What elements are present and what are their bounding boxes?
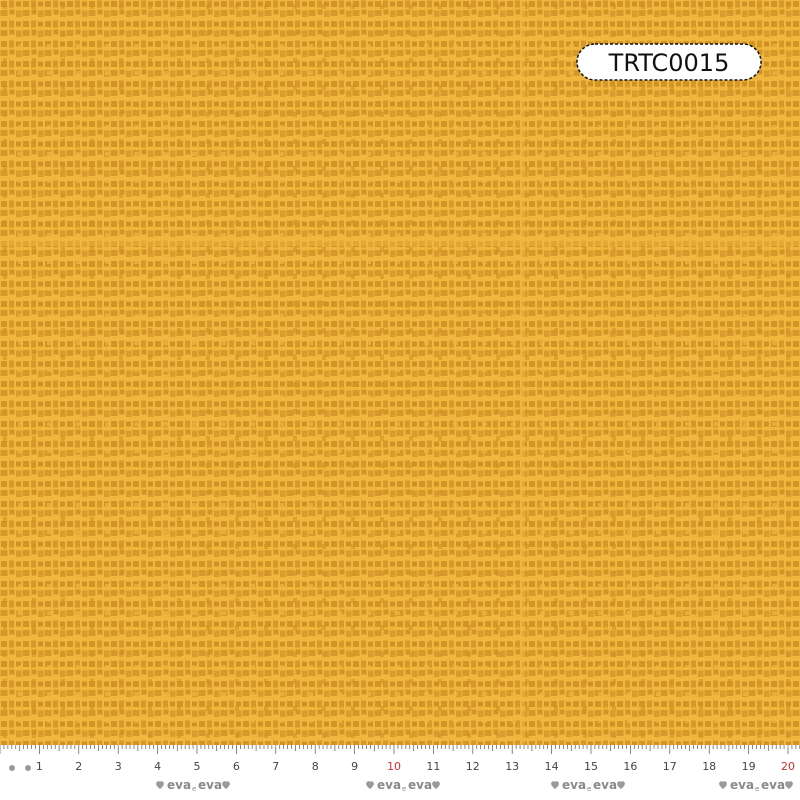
ruler-label: 7 <box>272 760 279 773</box>
ruler-label: 14 <box>545 760 559 773</box>
heart-icon <box>222 781 230 789</box>
brand-logo: eva e eva <box>377 778 432 793</box>
ruler-label: 9 <box>351 760 358 773</box>
ruler-label: 19 <box>742 760 756 773</box>
ruler-label: 6 <box>233 760 240 773</box>
brand-word: eva <box>167 778 191 792</box>
heart-icon <box>432 781 440 789</box>
ruler-dot <box>25 765 31 771</box>
brand-word: eva <box>593 778 617 792</box>
ruler-label: 1 <box>36 760 43 773</box>
fold-line <box>0 240 800 246</box>
ruler-label: 20 <box>781 760 795 773</box>
brand-logo: eva e eva <box>562 778 617 793</box>
ruler <box>0 745 800 800</box>
heart-icon <box>785 781 793 789</box>
brand-logo: eva e eva <box>730 778 785 793</box>
brand-word: eva <box>761 778 785 792</box>
code-tag: TRTC0015 <box>576 43 762 81</box>
brand-word: eva <box>408 778 432 792</box>
ruler-dot <box>9 765 15 771</box>
ruler-label: 16 <box>623 760 637 773</box>
ruler-label: 12 <box>466 760 480 773</box>
ruler-label: 2 <box>75 760 82 773</box>
code-tag-text: TRTC0015 <box>608 49 730 77</box>
brand-word: eva <box>377 778 401 792</box>
heart-icon <box>156 781 164 789</box>
ruler-label: 13 <box>505 760 519 773</box>
ruler-label: 18 <box>702 760 716 773</box>
brand-word: eva <box>198 778 222 792</box>
heart-icon <box>551 781 559 789</box>
ruler-label: 8 <box>312 760 319 773</box>
brand-word: eva <box>562 778 586 792</box>
fold-line <box>520 0 525 745</box>
ruler-label: 11 <box>426 760 440 773</box>
heart-icon <box>366 781 374 789</box>
heart-icon <box>617 781 625 789</box>
ruler-label: 17 <box>663 760 677 773</box>
ruler-label: 5 <box>194 760 201 773</box>
brand-joiner: e <box>587 785 591 793</box>
brand-joiner: e <box>192 785 196 793</box>
ruler-label: 15 <box>584 760 598 773</box>
heart-icon <box>719 781 727 789</box>
brand-joiner: e <box>755 785 759 793</box>
brand-word: eva <box>730 778 754 792</box>
code-tag-box <box>576 43 762 81</box>
ruler-label: 10 <box>387 760 401 773</box>
ruler-label: 4 <box>154 760 161 773</box>
ruler-label: 3 <box>115 760 122 773</box>
brand-logo: eva e eva <box>167 778 222 793</box>
texture-variation <box>0 0 800 745</box>
brand-joiner: e <box>402 785 406 793</box>
